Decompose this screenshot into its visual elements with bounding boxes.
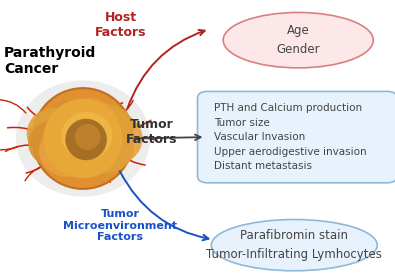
Ellipse shape: [211, 219, 377, 271]
Ellipse shape: [32, 88, 134, 189]
Ellipse shape: [77, 123, 134, 173]
Text: Age
Gender: Age Gender: [276, 24, 320, 56]
Ellipse shape: [43, 99, 122, 178]
Ellipse shape: [77, 104, 134, 154]
Text: PTH and Calcium production
Tumor size
Vascular Invasion
Upper aerodigestive inva: PTH and Calcium production Tumor size Va…: [214, 103, 367, 171]
Ellipse shape: [61, 112, 113, 159]
Ellipse shape: [83, 112, 143, 165]
Text: Parathyroid
Cancer: Parathyroid Cancer: [4, 46, 96, 76]
Text: Tumor
Factors: Tumor Factors: [126, 117, 178, 146]
Text: Host
Factors: Host Factors: [95, 11, 146, 39]
Ellipse shape: [75, 124, 100, 150]
Ellipse shape: [59, 98, 117, 150]
Ellipse shape: [16, 80, 150, 197]
Ellipse shape: [66, 119, 107, 160]
FancyBboxPatch shape: [198, 91, 395, 183]
Ellipse shape: [39, 125, 97, 177]
Ellipse shape: [28, 120, 82, 167]
Text: Tumor
Microenvironment
Factors: Tumor Microenvironment Factors: [64, 209, 177, 242]
Ellipse shape: [223, 12, 373, 68]
Ellipse shape: [27, 107, 84, 160]
Ellipse shape: [60, 128, 116, 178]
Ellipse shape: [40, 101, 96, 150]
Text: Parafibromin stain
Tumor-Infiltrating Lymhocytes: Parafibromin stain Tumor-Infiltrating Ly…: [206, 229, 382, 261]
